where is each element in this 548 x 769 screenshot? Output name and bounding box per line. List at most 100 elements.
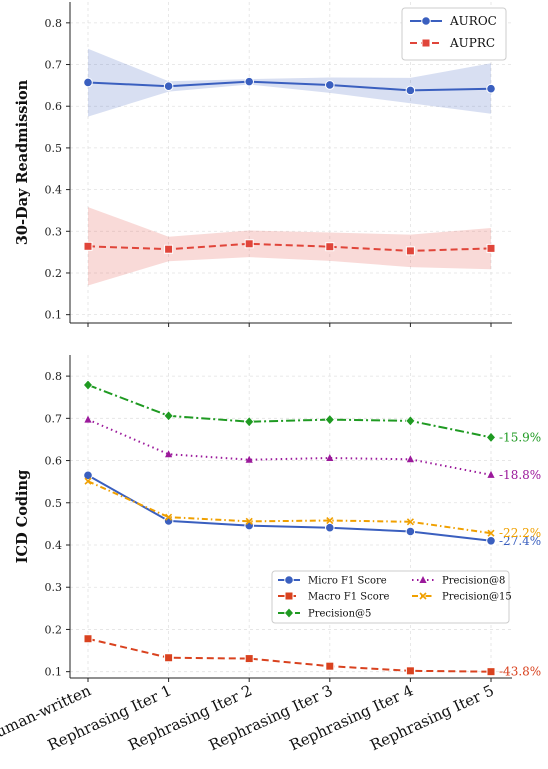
- macro-f1-score-point: [325, 661, 335, 671]
- precision-5-change-label: -15.9%: [499, 430, 541, 444]
- y-tick-label: 0.6: [45, 455, 63, 468]
- precision-8-point: [165, 450, 173, 458]
- auprc-point: [164, 244, 174, 254]
- y-tick-label: 0.4: [45, 184, 63, 197]
- precision-8-point: [84, 415, 92, 423]
- precision-5-point: [485, 431, 497, 443]
- auprc-series: [83, 239, 496, 256]
- micro-f1-score-point: [325, 522, 335, 533]
- macro-f1-score-point: [164, 653, 174, 663]
- auroc-point: [163, 81, 174, 92]
- precision-15-point: [487, 529, 495, 537]
- auroc-point: [83, 77, 93, 88]
- y-axis-title: ICD Coding: [14, 470, 31, 564]
- macro-f1-score-change-label: -43.8%: [499, 665, 541, 679]
- precision-8-point: [326, 454, 334, 462]
- icd-coding-panel: 0.1 0.2 0.3 0.4 0.5 0.6 0.7 0.8 ICD Coding -27.4%…: [14, 355, 541, 682]
- auprc-point: [244, 239, 254, 249]
- precision-8-point: [487, 470, 495, 478]
- macro-f1-score-point: [244, 654, 254, 664]
- precision-5-point: [244, 416, 255, 428]
- micro-f1-score-line: [87, 474, 492, 542]
- precision-5-point: [405, 415, 416, 427]
- y-tick-label: 0.8: [45, 17, 63, 30]
- auprc-confidence-band: [88, 207, 491, 286]
- precision-15-series: -22.2%: [84, 477, 541, 540]
- precision-15-point: [84, 477, 92, 485]
- precision-8-series: -18.8%: [84, 415, 541, 482]
- macro-f1-score-series: -43.8%: [83, 634, 541, 679]
- y-tick-label: 0.8: [45, 370, 63, 383]
- legend-label-precision-5: Precision@5: [308, 609, 371, 620]
- precision-15-line: [87, 480, 492, 535]
- micro-f1-score-point: [405, 526, 416, 537]
- legend: Micro F1 Score Macro F1 Score Precision@5 P…: [271, 570, 512, 624]
- y-tick-label: 0.3: [45, 581, 63, 594]
- auroc-point: [244, 76, 254, 87]
- precision-5-point: [163, 410, 174, 422]
- micro-f1-score-point: [244, 520, 254, 531]
- macro-f1-score-point: [405, 666, 415, 676]
- micro-f1-score-point: [486, 535, 496, 546]
- auprc-line: [87, 242, 492, 252]
- legend-label-precision-15: Precision@15: [442, 592, 512, 603]
- legend-label-micro-f1-score: Micro F1 Score: [308, 576, 387, 587]
- auroc-point: [486, 83, 496, 94]
- y-tick-label: 0.7: [45, 412, 63, 425]
- micro-f1-score-change-label: -27.4%: [499, 534, 541, 548]
- precision-5-line: [87, 384, 492, 439]
- auroc-point: [325, 80, 335, 90]
- y-tick-label: 0.5: [45, 497, 63, 510]
- precision-15-point: [326, 516, 334, 525]
- legend-label-auprc: AUPRC: [449, 36, 495, 50]
- legend-label-auroc: AUROC: [449, 14, 497, 28]
- legend-marker-precision-8: [419, 576, 427, 583]
- y-tick-label: 0.7: [45, 59, 63, 72]
- readmission-panel: 0.1 0.2 0.3 0.4 0.5 0.6 0.7 0.8 30-Day Readmissi…: [14, 2, 512, 327]
- legend-marker-micro-f1-score: [284, 575, 294, 585]
- legend-marker-auroc: [421, 16, 431, 26]
- legend-marker-precision-15: [419, 592, 427, 600]
- precision-15-point: [245, 517, 253, 525]
- precision-5-point: [82, 379, 94, 391]
- legend-label-macro-f1-score: Macro F1 Score: [308, 592, 390, 603]
- auprc-point: [325, 242, 335, 252]
- auroc-point: [405, 85, 416, 96]
- y-tick-label: 0.3: [45, 225, 63, 238]
- precision-5-series: -15.9%: [82, 379, 541, 444]
- y-tick-label: 0.6: [45, 100, 63, 113]
- legend-label-precision-8: Precision@8: [442, 576, 505, 587]
- macro-f1-score-line: [87, 637, 492, 673]
- precision-8-change-label: -18.8%: [499, 468, 541, 482]
- precision-15-point: [406, 518, 414, 526]
- y-tick-label: 0.1: [45, 666, 63, 679]
- macro-f1-score-point: [486, 667, 496, 677]
- macro-f1-score-point: [83, 634, 93, 644]
- micro-f1-score-point: [83, 470, 93, 481]
- legend-marker-macro-f1-score: [284, 591, 294, 601]
- micro-f1-score-series: -27.4%: [83, 470, 541, 548]
- precision-8-point: [406, 455, 414, 463]
- auprc-point: [83, 241, 93, 251]
- precision-15-change-label: -22.2%: [499, 526, 541, 540]
- y-tick-label: 0.1: [45, 309, 63, 322]
- y-tick-label: 0.4: [45, 539, 63, 552]
- precision-8-line: [87, 418, 492, 476]
- y-axis-title: 30-Day Readmission: [14, 79, 31, 245]
- y-tick-label: 0.5: [45, 142, 63, 155]
- legend-box: [271, 570, 510, 624]
- auprc-point: [486, 243, 496, 253]
- precision-8-point: [245, 455, 253, 463]
- auroc-line: [87, 80, 492, 92]
- precision-15-point: [165, 513, 173, 521]
- y-tick-label: 0.2: [45, 623, 63, 636]
- legend: AUROC AUPRC: [401, 7, 507, 61]
- precision-5-point: [324, 414, 335, 426]
- y-tick-label: 0.2: [45, 267, 63, 280]
- legend-marker-precision-5: [283, 607, 295, 619]
- legend-marker-auprc: [421, 38, 431, 48]
- auprc-point: [405, 246, 415, 256]
- auroc-series: [83, 76, 496, 96]
